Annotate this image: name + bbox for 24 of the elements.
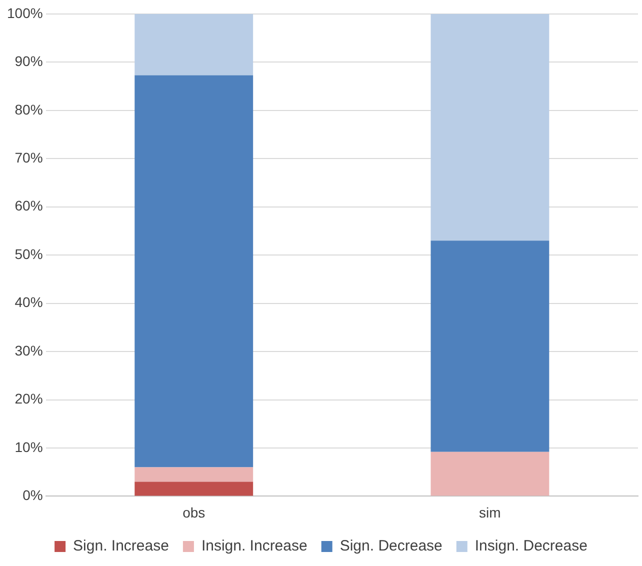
y-tick-label: 20% (14, 390, 43, 407)
bar (430, 240, 550, 452)
x-tick-label: obs (182, 504, 206, 520)
y-tick-label: 70% (14, 150, 43, 166)
y-tick-label: 10% (14, 438, 43, 455)
y-tick-label: 50% (14, 246, 43, 262)
bar (134, 75, 254, 468)
y-tick-label: 100% (6, 4, 43, 21)
bar (134, 14, 254, 76)
bar (134, 467, 254, 482)
x-tick-label: sim (479, 504, 501, 520)
bar (430, 14, 550, 241)
y-tick-label: 60% (14, 198, 43, 214)
y-tick-label: 30% (14, 342, 43, 358)
legend-label: Sign. Increase (73, 538, 169, 555)
legend-label: Sign. Decrease (340, 538, 442, 555)
y-tick-label: 90% (14, 53, 43, 70)
y-tick-label: 40% (14, 294, 43, 310)
y-tick-label: 80% (14, 101, 43, 118)
bar (134, 482, 254, 496)
y-tick-label: 0% (22, 487, 43, 504)
legend-label: Insign. Increase (201, 538, 308, 555)
bar (430, 452, 550, 496)
legend-label: Insign. Decrease (474, 538, 588, 555)
